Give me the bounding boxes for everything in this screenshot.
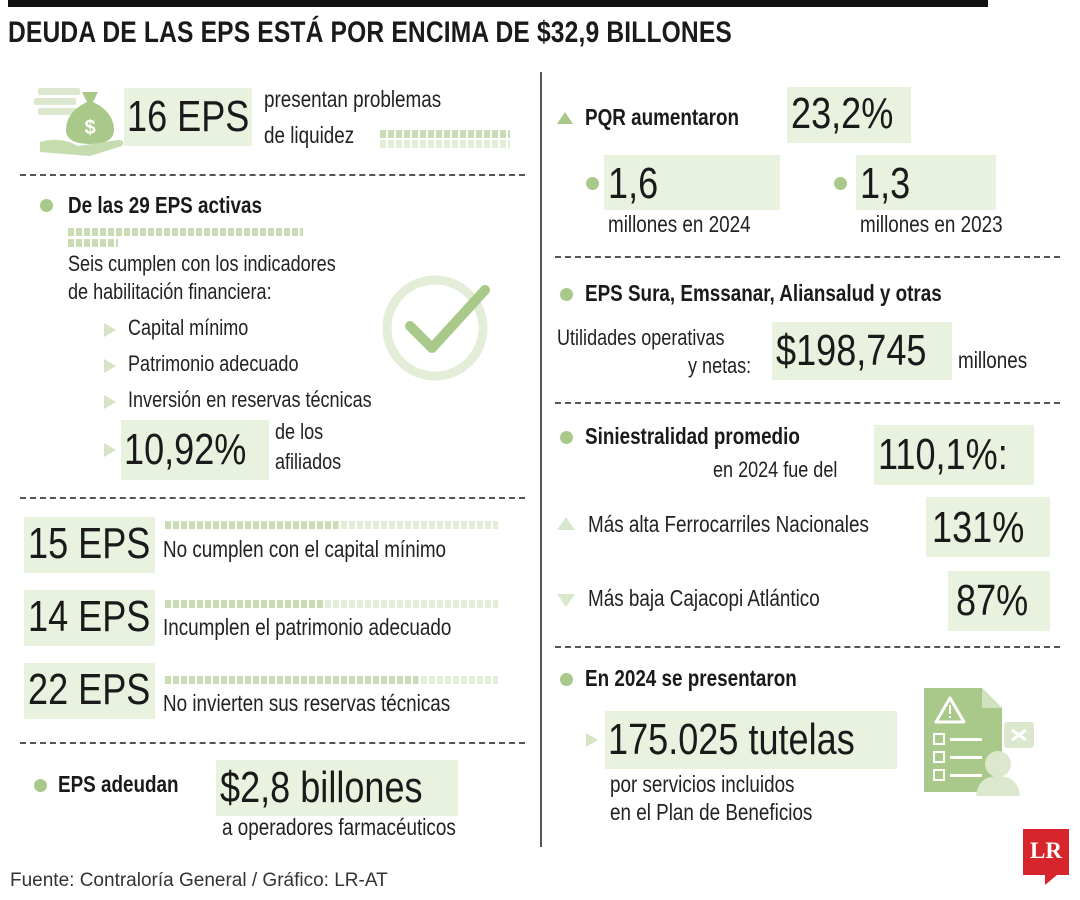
liquidity-text-2: de liquidez: [264, 122, 355, 148]
bullet-dot: [560, 288, 573, 301]
divider: [20, 742, 525, 744]
lr-logo-text: LR: [1030, 838, 1062, 863]
pct-text-1: de los: [275, 419, 324, 444]
sin-heading: Siniestralidad promedio: [585, 423, 800, 449]
liquidity-bar: [380, 130, 510, 138]
sura-value: $198,745: [776, 326, 927, 375]
bullet-arrow: [104, 323, 116, 337]
document-warning-icon: [924, 688, 1034, 796]
bullet-dot: [34, 779, 47, 792]
increase-arrow: [557, 112, 573, 124]
sin-high-label: Más alta Ferrocarriles Nacionales: [588, 511, 869, 537]
row-text-capital: No cumplen con el capital mínimo: [163, 536, 447, 562]
row-bar-reservas: [165, 676, 418, 684]
liquidity-highlight: [124, 88, 252, 146]
svg-text:$: $: [84, 117, 95, 139]
sin-low-value: 87%: [956, 576, 1029, 625]
sura-heading: EPS Sura, Emssanar, Aliansalud y otras: [585, 280, 942, 306]
row-bar-capital: [165, 521, 338, 529]
active-desc-2: de habilitación financiera:: [68, 279, 272, 304]
page-title: DEUDA DE LAS EPS ESTÁ POR ENCIMA DE $32,…: [8, 16, 733, 49]
sura-label-2: y netas:: [688, 353, 752, 378]
liquidity-text-1: presentan problemas: [264, 86, 442, 112]
sura-highlight: [772, 322, 952, 380]
divider: [555, 402, 1060, 404]
sin-high-value: 131%: [932, 503, 1025, 552]
top-rule: [8, 0, 988, 7]
affiliates-pct: 10,92%: [124, 425, 247, 474]
pqr-2023-value: 1,3: [860, 159, 911, 208]
sura-unit: millones: [958, 347, 1028, 373]
criterion-3: Inversión en reservas técnicas: [128, 387, 372, 412]
tutelas-text-1: por servicios incluidos: [610, 771, 795, 797]
row-value-patrimonio: 14 EPS: [28, 592, 151, 641]
bullet-dot: [834, 177, 847, 190]
row-value-capital: 15 EPS: [28, 519, 151, 568]
debt-highlight: [216, 760, 458, 816]
bullet-dot: [586, 177, 599, 190]
active-desc-1: Seis cumplen con los indicadores: [68, 251, 336, 276]
sin-value: 110,1%:: [878, 430, 1008, 479]
source-note: Fuente: Contraloría General / Gráfico: L…: [10, 870, 388, 891]
bullet-arrow: [104, 443, 116, 457]
logo-tail: [1045, 875, 1057, 885]
pqr-2024-label: millones en 2024: [608, 211, 751, 237]
debt-label: EPS adeudan: [58, 771, 179, 797]
row-text-patrimonio: Incumplen el patrimonio adecuado: [163, 614, 452, 640]
lr-logo: LR: [1023, 829, 1069, 885]
decrease-arrow: [557, 594, 575, 607]
sin-low-highlight: [948, 571, 1050, 631]
pct-highlight: [121, 420, 269, 480]
pqr-2023-label: millones en 2023: [860, 211, 1003, 237]
bullet-dot: [40, 199, 53, 212]
pqr-2024-highlight: [604, 155, 780, 210]
row-highlight: [24, 663, 155, 719]
pqr-highlight: [787, 87, 911, 143]
active-heading: De las 29 EPS activas: [68, 192, 262, 218]
bullet-arrow: [104, 395, 116, 409]
criterion-2: Patrimonio adecuado: [128, 351, 299, 376]
increase-arrow: [557, 517, 575, 530]
sin-low-label: Más baja Cajacopi Atlántico: [588, 585, 820, 611]
criterion-1: Capital mínimo: [128, 315, 249, 340]
row-highlight: [24, 590, 155, 646]
divider: [555, 256, 1060, 258]
pqr-2024-value: 1,6: [608, 159, 659, 208]
liquidity-bar-2: [380, 140, 510, 148]
bullet-dot: [560, 431, 573, 444]
sura-label-1: Utilidades operativas: [557, 325, 725, 350]
debt-value: $2,8 billones: [220, 763, 423, 812]
tutelas-text-2: en el Plan de Beneficios: [610, 799, 813, 825]
row-text-reservas: No invierten sus reservas técnicas: [163, 690, 451, 716]
bullet-dot: [560, 673, 573, 686]
row-highlight: [24, 517, 155, 573]
active-bar-2: [68, 239, 118, 247]
sin-sub: en 2024 fue del: [713, 457, 838, 482]
pqr-value: 23,2%: [791, 89, 894, 138]
money-bag-icon: $: [34, 88, 124, 156]
divider: [20, 174, 525, 176]
check-circle-icon: [382, 275, 490, 381]
active-bar: [68, 228, 303, 236]
divider: [555, 646, 1060, 648]
liquidity-value: 16 EPS: [127, 92, 250, 141]
tutelas-value: 175.025 tutelas: [608, 715, 855, 764]
pqr-2023-highlight: [856, 155, 996, 210]
pct-text-2: afiliados: [275, 449, 342, 474]
sin-highlight: [874, 425, 1034, 485]
bullet-arrow: [586, 733, 598, 747]
row-value-reservas: 22 EPS: [28, 665, 151, 714]
row-bar-patrimonio: [165, 600, 325, 608]
pqr-label: PQR aumentaron: [585, 104, 740, 130]
column-divider: [540, 72, 542, 847]
tutelas-heading: En 2024 se presentaron: [585, 665, 797, 691]
sin-high-highlight: [926, 497, 1050, 557]
bullet-arrow: [104, 359, 116, 373]
divider: [20, 497, 525, 499]
debt-text: a operadores farmacéuticos: [222, 814, 456, 840]
tutelas-highlight: [605, 711, 897, 769]
